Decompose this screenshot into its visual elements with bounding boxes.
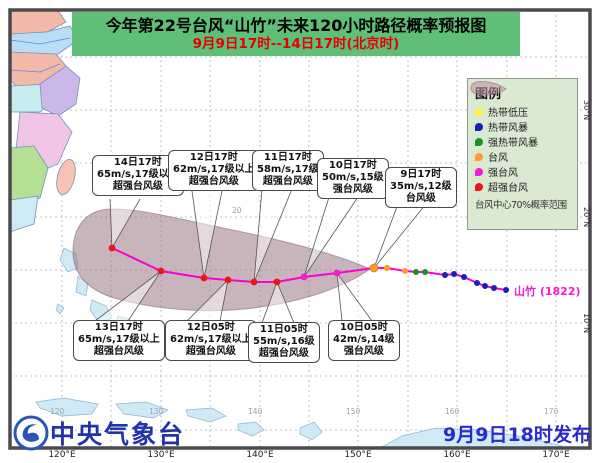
legend-item: 热带低压 [475, 104, 577, 119]
forecast-callout: 11日05时 55m/s,16级 超强台风级 [248, 322, 320, 363]
forecast-callout: 12日17时 62m/s,17级以上 超强台风级 [168, 150, 260, 191]
callout-category: 超强台风级 [185, 346, 236, 358]
severe-tropical-storm-icon [475, 137, 483, 146]
map-frame [8, 8, 592, 450]
legend-item-label: 强热带风暴 [488, 138, 538, 149]
callout-time: 9日17时 [400, 169, 442, 180]
inner-grid-label: 160 [445, 407, 460, 416]
cone-label: 台风中心70%概率范围 [475, 200, 567, 211]
tropical-depression-icon [475, 107, 483, 116]
callout-wind: 65m/s,17级以上 [97, 169, 179, 181]
legend-item: 热带风暴 [475, 119, 577, 134]
callout-category: 超强台风级 [112, 181, 163, 193]
y-axis-label: 20°N [582, 207, 591, 228]
legend-item-label: 超强台风 [488, 183, 528, 194]
callout-time: 10日17时 [328, 160, 377, 171]
legend-item: 超强台风 [475, 179, 577, 194]
super-typhoon-icon [475, 182, 483, 191]
track-points-observed [369, 263, 509, 293]
taiwan-island [56, 159, 76, 195]
x-axis-label: 160°E [443, 450, 471, 460]
inner-grid-label: 170 [544, 407, 559, 416]
callout-time: 11日05时 [259, 324, 308, 335]
inner-grid-label: 20 [232, 206, 242, 215]
china-coastline [9, 9, 81, 233]
callout-time: 13日17时 [94, 322, 143, 333]
y-axis-label: 30°N [582, 100, 591, 121]
callout-wind: 62m/s,17级以上 [170, 334, 252, 346]
forecast-callout: 11日17时 58m/s,17级 超强台风级 [252, 150, 324, 191]
typhoon-icon [475, 152, 483, 161]
severe-typhoon-icon [475, 167, 483, 176]
legend-item-label: 热带风暴 [488, 123, 528, 134]
x-axis-label: 140°E [246, 450, 274, 460]
release-time: 9月9日18时发布 [443, 424, 591, 446]
agency-name: 中央气象台 [50, 420, 186, 449]
legend-item: 台风 [475, 149, 577, 164]
inner-grid-label: 120 [50, 407, 65, 416]
legend-item: 强台风 [475, 164, 577, 179]
callout-wind: 62m/s,17级以上 [173, 164, 255, 176]
callout-wind: 65m/s,17级以上 [78, 334, 160, 346]
inner-grid-label: 130 [149, 407, 164, 416]
callout-time: 14日17时 [113, 157, 162, 168]
callout-time: 12日05时 [186, 322, 235, 333]
callout-category: 台风级 [405, 193, 436, 205]
legend-item-label: 热带低压 [488, 108, 528, 119]
legend-item-label: 强台风 [488, 168, 518, 179]
forecast-callout: 10日05时 42m/s,14级 强台风级 [328, 320, 400, 361]
storm-name-label: 山竹 (1822) [514, 285, 581, 298]
legend-item: 强热带风暴 [475, 134, 577, 149]
callout-wind: 58m/s,17级 [257, 164, 319, 176]
inner-grid-label: 150 [346, 407, 361, 416]
callout-category: 超强台风级 [258, 348, 309, 360]
track-points-forecast [108, 244, 341, 286]
legend-item-label: 台风 [488, 153, 508, 164]
cma-logo-icon [13, 415, 49, 451]
inner-grid-label: 140 [248, 407, 263, 416]
x-axis-label: 170°E [542, 450, 570, 460]
callout-time: 12日17时 [189, 152, 238, 163]
callout-category: 超强台风级 [262, 176, 313, 188]
indonesia-islands [35, 397, 563, 449]
title-banner: 今年第22号台风“山竹”未来120小时路径概率预报图 9月9日17时--14日1… [72, 12, 520, 56]
callout-category: 强台风级 [343, 346, 384, 358]
forecast-callout: 12日05时 62m/s,17级以上 超强台风级 [165, 320, 257, 361]
forecast-callout: 13日17时 65m/s,17级以上 超强台风级 [73, 320, 165, 361]
x-axis-label: 150°E [344, 450, 372, 460]
callout-wind: 35m/s,12级 [390, 181, 452, 193]
map-subtitle: 9月9日17时--14日17时(北京时) [192, 35, 400, 52]
callout-leaders [94, 188, 427, 324]
callout-category: 超强台风级 [93, 346, 144, 358]
callout-wind: 50m/s,15级 [322, 172, 384, 184]
callout-time: 10日05时 [339, 322, 388, 333]
tropical-storm-icon [475, 122, 483, 131]
legend: 图例 热带低压 热带风暴 强热带风暴 台风 强台风 超强台风 [467, 78, 578, 230]
x-axis-label: 130°E [147, 450, 175, 460]
map-title: 今年第22号台风“山竹”未来120小时路径概率预报图 [105, 16, 487, 36]
x-axis-label: 120°E [48, 450, 76, 460]
callout-wind: 42m/s,14级 [333, 334, 395, 346]
callout-time: 11日17时 [263, 152, 312, 163]
forecast-callout: 9日17时 35m/s,12级 台风级 [385, 167, 457, 208]
callout-wind: 55m/s,16级 [253, 336, 315, 348]
forecast-callout: 10日17时 50m/s,15级 强台风级 [317, 158, 389, 199]
callout-category: 强台风级 [332, 184, 373, 196]
y-axis-label: 10°N [582, 313, 591, 334]
callout-category: 超强台风级 [188, 176, 239, 188]
